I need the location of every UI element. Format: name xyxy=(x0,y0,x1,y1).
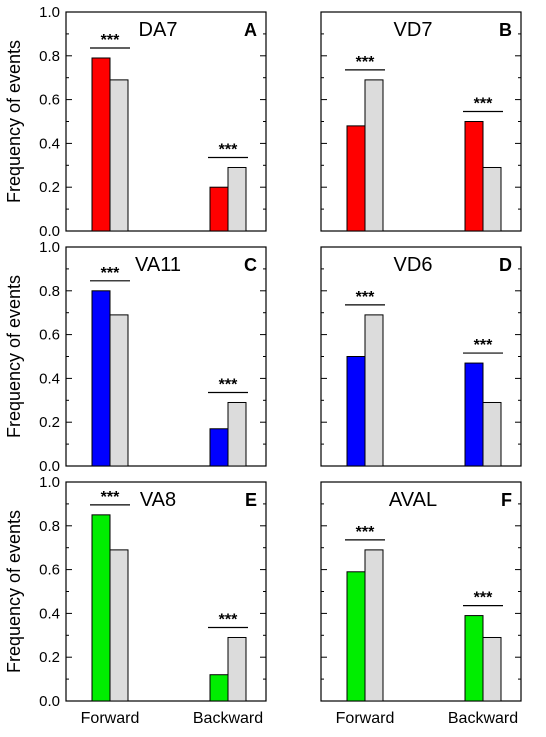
significance-label: *** xyxy=(474,590,493,607)
bar-backward-control xyxy=(227,401,247,467)
x-category-label: Backward xyxy=(448,710,518,727)
y-tick-label: 0.4 xyxy=(39,605,60,622)
y-tick-label: 0.2 xyxy=(39,414,60,431)
panel-d: *** *** VD6 D xyxy=(320,246,522,467)
y-tick-label: 0.6 xyxy=(39,327,60,344)
panel-title: VA11 xyxy=(135,254,181,276)
significance-label: *** xyxy=(474,96,493,113)
y-tick-label: 0.0 xyxy=(39,223,60,240)
bar-forward-control xyxy=(109,79,129,232)
panel-b: *** *** VD7 B xyxy=(320,11,522,232)
panel-title: DA7 xyxy=(139,19,178,41)
bar-forward-control xyxy=(364,549,384,702)
panel-letter: A xyxy=(244,20,257,40)
bar-forward-neuron xyxy=(346,125,366,232)
panel-e: 0.0 0.2 0.4 0.6 0.8 1.0 *** *** VA8 E Frequency of… xyxy=(4,474,267,727)
bar-forward-neuron xyxy=(346,571,366,702)
y-tick-label: 0.8 xyxy=(39,518,60,535)
significance-label: *** xyxy=(219,611,238,628)
bar-backward-neuron xyxy=(209,674,229,702)
y-tick-label: 0.0 xyxy=(39,458,60,475)
bar-backward-neuron xyxy=(464,362,484,467)
significance-label: *** xyxy=(101,265,120,282)
y-tick-label: 0.2 xyxy=(39,649,60,666)
significance-label: *** xyxy=(356,289,375,306)
panel-letter: E xyxy=(245,490,257,510)
bar-forward-control xyxy=(364,314,384,467)
significance-label: *** xyxy=(101,489,120,506)
y-tick-label: 0.8 xyxy=(39,48,60,65)
significance-label: *** xyxy=(356,54,375,71)
panel-title: VD6 xyxy=(394,254,433,276)
panel-letter: D xyxy=(499,255,512,275)
panel-title: VD7 xyxy=(394,19,433,41)
bar-backward-neuron xyxy=(464,615,484,702)
x-category-label: Forward xyxy=(336,710,395,727)
panel-c: 0.0 0.2 0.4 0.6 0.8 1.0 *** *** VA11 C Frequency o… xyxy=(4,239,267,475)
significance-label: *** xyxy=(219,376,238,393)
bar-forward-neuron xyxy=(91,290,111,467)
significance-label: *** xyxy=(219,141,238,158)
y-tick-label: 0.6 xyxy=(39,562,60,579)
panel-letter: B xyxy=(499,20,512,40)
bar-forward-neuron xyxy=(91,514,111,702)
bar-forward-control xyxy=(364,79,384,232)
bar-backward-neuron xyxy=(209,186,229,232)
y-tick-label: 1.0 xyxy=(39,4,60,21)
bar-backward-control xyxy=(482,636,502,702)
bar-forward-control xyxy=(109,549,129,702)
y-tick-label: 0.0 xyxy=(39,693,60,710)
bar-forward-neuron xyxy=(91,57,111,232)
panel-a: 0.0 0.2 0.4 0.6 0.8 1.0 *** *** DA7 A Frequency of… xyxy=(4,4,267,240)
bar-forward-neuron xyxy=(346,356,366,467)
y-tick-label: 1.0 xyxy=(39,239,60,256)
y-axis-label: Frequency of events xyxy=(4,40,24,203)
significance-label: *** xyxy=(356,524,375,541)
x-category-label: Forward xyxy=(81,710,140,727)
significance-label: *** xyxy=(474,337,493,354)
bar-forward-control xyxy=(109,314,129,467)
panel-title: VA8 xyxy=(140,489,176,511)
bar-backward-control xyxy=(227,166,247,232)
bar-backward-control xyxy=(482,401,502,467)
y-axis-label: Frequency of events xyxy=(4,275,24,438)
bar-backward-neuron xyxy=(209,428,229,467)
panel-letter: F xyxy=(501,490,512,510)
bar-backward-control xyxy=(227,636,247,702)
panel-letter: C xyxy=(244,255,257,275)
y-tick-label: 0.4 xyxy=(39,135,60,152)
significance-label: *** xyxy=(101,32,120,49)
y-tick-label: 0.6 xyxy=(39,92,60,109)
y-tick-label: 1.0 xyxy=(39,474,60,491)
panel-title: AVAL xyxy=(389,489,437,511)
panel-f: *** *** AVAL F Forward Backward xyxy=(320,481,522,727)
y-tick-label: 0.8 xyxy=(39,283,60,300)
bar-backward-neuron xyxy=(464,121,484,232)
x-category-label: Backward xyxy=(193,710,263,727)
y-tick-label: 0.2 xyxy=(39,179,60,196)
y-axis-label: Frequency of events xyxy=(4,510,24,673)
y-tick-label: 0.4 xyxy=(39,370,60,387)
bar-backward-control xyxy=(482,166,502,232)
